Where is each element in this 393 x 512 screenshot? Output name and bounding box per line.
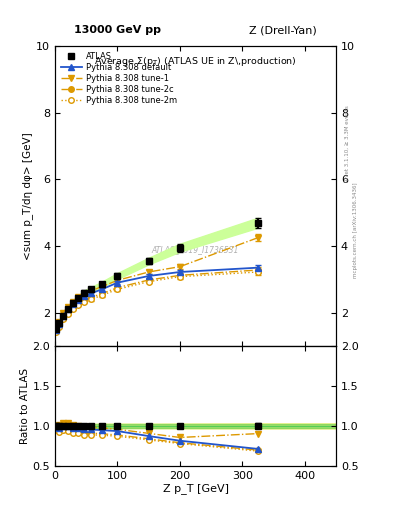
X-axis label: Z p_T [GeV]: Z p_T [GeV]: [163, 483, 228, 495]
Text: 13000 GeV pp: 13000 GeV pp: [74, 25, 162, 35]
Text: ATLAS_2019_I1736531: ATLAS_2019_I1736531: [152, 245, 239, 254]
Y-axis label: Ratio to ATLAS: Ratio to ATLAS: [20, 368, 29, 444]
Text: Average $\Sigma$(p$_\mathrm{T}$) (ATLAS UE in Z\,production): Average $\Sigma$(p$_\mathrm{T}$) (ATLAS …: [94, 55, 297, 68]
Text: mcplots.cern.ch [arXiv:1306.3436]: mcplots.cern.ch [arXiv:1306.3436]: [353, 183, 358, 278]
Legend: ATLAS, Pythia 8.308 default, Pythia 8.308 tune-1, Pythia 8.308 tune-2c, Pythia 8: ATLAS, Pythia 8.308 default, Pythia 8.30…: [59, 50, 179, 107]
Text: Rivet 3.1.10, ≥ 3.3M events: Rivet 3.1.10, ≥ 3.3M events: [345, 105, 350, 182]
Y-axis label: <sum p_T/dη dφ> [GeV]: <sum p_T/dη dφ> [GeV]: [22, 132, 33, 260]
Text: Z (Drell-Yan): Z (Drell-Yan): [249, 25, 317, 35]
